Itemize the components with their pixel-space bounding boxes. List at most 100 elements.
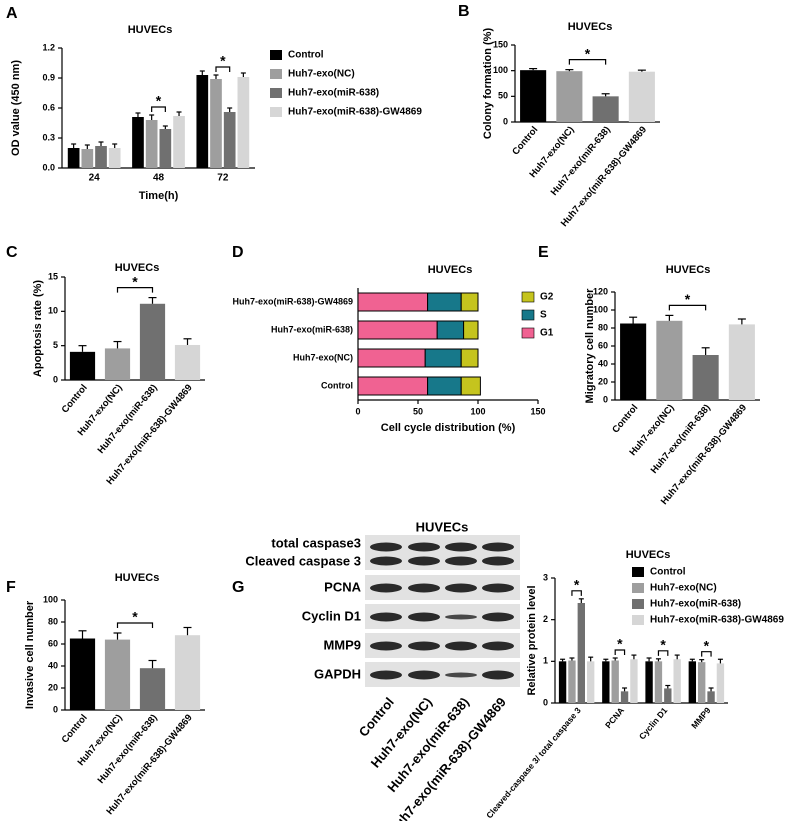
significance-bracket: [116, 622, 154, 628]
significance-star: *: [220, 53, 226, 69]
significance-bracket: [668, 304, 707, 311]
bar: [602, 661, 610, 703]
x-tick-label: Cleaved-caspase 3/ total caspase 3: [484, 705, 583, 820]
y-tick-label: 80: [48, 616, 58, 626]
bar: [630, 659, 638, 703]
bar: [145, 120, 158, 168]
significance-star: *: [660, 637, 666, 653]
error-bar: [135, 112, 141, 117]
chart-title: HUVECs: [128, 24, 173, 36]
blot-band: [408, 583, 440, 593]
legend-swatch: [521, 291, 535, 303]
legend-swatch: [521, 327, 535, 339]
y-axis-label: Invasive cell number: [24, 600, 36, 709]
y-axis-label: Apoptosis rate (%): [32, 280, 44, 378]
blot-band: [482, 612, 514, 622]
y-tick-label: 0.6: [42, 102, 55, 112]
legend-swatch: [632, 599, 644, 609]
error-bar: [240, 72, 246, 77]
bar: [611, 660, 619, 703]
x-tick-label: 100: [470, 406, 485, 416]
legend-label: Huh7-exo(miR-638): [650, 599, 741, 610]
y-tick-label: 0: [53, 374, 58, 384]
blot-band: [408, 556, 440, 566]
bar: [159, 129, 172, 168]
bar-segment: [427, 292, 462, 312]
significance-star: *: [704, 637, 710, 653]
y-tick-label: 0: [503, 116, 508, 126]
y-axis-label: Relative protein level: [526, 585, 538, 695]
y-tick-label: 5: [53, 340, 58, 350]
error-bar: [629, 316, 638, 324]
error-bar: [646, 657, 652, 662]
chart-title: HUVECs: [626, 549, 671, 561]
bar: [196, 75, 209, 168]
y-tick-label: 0: [53, 704, 58, 714]
x-axis-label: Cell cycle distribution (%): [381, 422, 516, 434]
error-bar: [78, 630, 87, 639]
x-tick-label: Control: [60, 712, 90, 745]
error-bar: [560, 658, 566, 662]
blot-band: [370, 583, 402, 593]
blot-band: [482, 670, 514, 680]
error-bar: [113, 632, 122, 640]
blot-row-label: Cyclin D1: [302, 608, 361, 623]
bar: [108, 148, 121, 168]
error-bar: [631, 654, 637, 660]
error-bar: [84, 144, 90, 149]
y-tick-label: 20: [598, 376, 608, 386]
x-tick-label: MMP9: [689, 705, 713, 730]
legend-swatch: [270, 88, 282, 98]
bar: [716, 663, 725, 703]
bar: [664, 688, 672, 703]
legend-label: Control: [650, 567, 686, 578]
legend-label: Huh7-exo(miR-638)-GW4869: [288, 107, 422, 118]
y-axis-label: Colony formation (%): [482, 28, 494, 140]
bar: [81, 149, 94, 168]
bar-segment: [357, 376, 429, 396]
x-tick-label: 0: [355, 406, 360, 416]
bar: [104, 348, 131, 380]
legend-swatch: [270, 107, 282, 117]
x-tick-label: Control: [60, 382, 90, 415]
error-bar: [199, 70, 205, 75]
significance-bracket: [701, 651, 712, 657]
y-axis-label: OD value (450 nm): [10, 60, 22, 156]
error-bar: [565, 69, 574, 72]
blot-band: [445, 614, 477, 620]
blot-row-label: GAPDH: [314, 666, 361, 681]
bar: [132, 117, 144, 168]
error-bar: [701, 347, 710, 355]
bar: [728, 324, 755, 400]
bar: [558, 661, 567, 703]
bar: [586, 661, 595, 703]
y-tick-label: 0: [543, 697, 548, 707]
x-tick-label: Huh7-exo(miR-638): [96, 712, 160, 785]
error-bar: [78, 345, 87, 352]
legend-swatch: [632, 567, 644, 577]
error-bar: [603, 658, 609, 662]
error-bar: [183, 338, 192, 345]
y-tick-label: Huh7-exo(miR-638): [271, 324, 353, 334]
bar: [577, 603, 585, 703]
error-bar: [699, 659, 705, 663]
y-tick-label: 20: [48, 682, 58, 692]
y-tick-label: 3: [543, 572, 548, 582]
significance-bracket: [614, 649, 626, 655]
error-bar: [665, 684, 671, 689]
y-tick-label: 0.3: [42, 132, 55, 142]
blot-band: [408, 542, 440, 552]
panel-letter: D: [232, 244, 244, 261]
bar: [67, 148, 80, 168]
blot-row-label: PCNA: [324, 579, 361, 594]
error-bar: [162, 125, 168, 129]
bar: [139, 668, 166, 710]
bar: [223, 112, 236, 168]
y-tick-label: 40: [48, 660, 58, 670]
bar-segment: [357, 292, 429, 312]
legend-swatch: [632, 583, 644, 593]
error-bar: [148, 659, 157, 669]
x-tick-label: 150: [530, 406, 545, 416]
error-bar: [689, 658, 695, 662]
